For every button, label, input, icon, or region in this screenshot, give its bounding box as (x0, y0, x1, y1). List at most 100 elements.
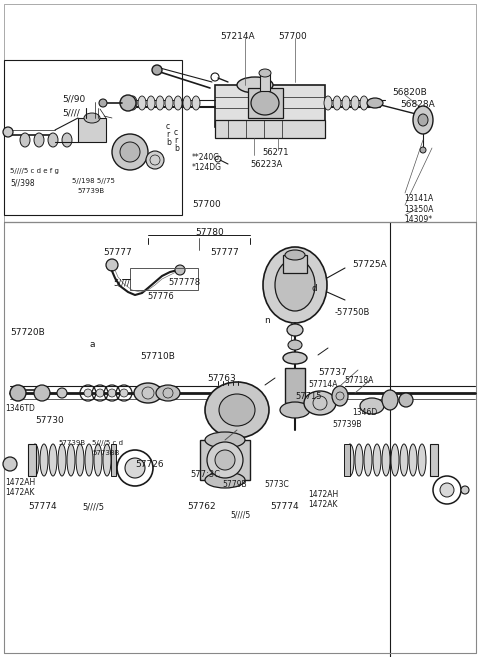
Bar (260, 73, 270, 91)
Text: r: r (166, 130, 169, 139)
Ellipse shape (192, 96, 200, 110)
Ellipse shape (20, 133, 30, 147)
Text: 57700: 57700 (192, 200, 221, 209)
Text: 57762: 57762 (187, 502, 216, 511)
Ellipse shape (219, 394, 255, 426)
Bar (130, 268, 198, 290)
Bar (111, 444, 116, 476)
Ellipse shape (351, 96, 359, 110)
Text: 57718A: 57718A (344, 376, 373, 385)
Ellipse shape (120, 389, 128, 397)
Ellipse shape (84, 389, 92, 397)
Text: 57739B: 57739B (58, 440, 85, 446)
Bar (215, 120, 325, 138)
Ellipse shape (324, 96, 332, 110)
Text: 5//198 5//75: 5//198 5//75 (72, 178, 115, 184)
Ellipse shape (259, 69, 271, 77)
Text: 1472AK: 1472AK (308, 500, 337, 509)
Text: d: d (312, 284, 318, 293)
Text: 1472AH: 1472AH (308, 490, 338, 499)
Text: 5////5: 5////5 (230, 510, 250, 519)
Ellipse shape (275, 259, 315, 311)
Text: b: b (174, 144, 179, 153)
Text: 1346TD: 1346TD (5, 404, 35, 413)
Text: 1346D: 1346D (352, 408, 377, 417)
Ellipse shape (418, 114, 428, 126)
Ellipse shape (346, 444, 354, 476)
Ellipse shape (175, 265, 185, 275)
Text: n: n (264, 316, 270, 325)
Bar (215, 85, 325, 127)
Ellipse shape (156, 96, 164, 110)
Text: 1472AH: 1472AH (5, 478, 35, 487)
Text: 57777: 57777 (210, 248, 239, 257)
Ellipse shape (413, 106, 433, 134)
Ellipse shape (367, 98, 383, 108)
Ellipse shape (125, 458, 145, 478)
Ellipse shape (364, 444, 372, 476)
Ellipse shape (391, 444, 399, 476)
Ellipse shape (62, 133, 72, 147)
Ellipse shape (146, 151, 164, 169)
Ellipse shape (440, 483, 454, 497)
Text: 1472AK: 1472AK (5, 488, 35, 497)
Ellipse shape (461, 486, 469, 494)
Bar (285, 368, 305, 403)
Ellipse shape (355, 444, 363, 476)
Bar (200, 440, 250, 480)
Bar (4, 60, 182, 215)
Ellipse shape (103, 444, 111, 476)
Text: 57730: 57730 (35, 416, 64, 425)
Text: -57750B: -57750B (335, 308, 371, 317)
Text: **240G: **240G (192, 153, 220, 162)
Text: 57710B: 57710B (140, 352, 175, 361)
Ellipse shape (57, 388, 67, 398)
Ellipse shape (99, 99, 107, 107)
Ellipse shape (96, 389, 104, 397)
Text: 56271: 56271 (262, 148, 288, 157)
Text: 13150A: 13150A (404, 205, 433, 214)
Ellipse shape (106, 259, 118, 271)
Text: 57777: 57777 (103, 248, 132, 257)
Ellipse shape (183, 96, 191, 110)
Ellipse shape (382, 390, 398, 410)
Text: 57774: 57774 (270, 502, 299, 511)
Ellipse shape (134, 383, 162, 403)
Text: 5773BB: 5773BB (92, 450, 120, 456)
Ellipse shape (3, 457, 17, 471)
Text: 5779B: 5779B (222, 480, 247, 489)
Ellipse shape (205, 472, 245, 488)
Ellipse shape (304, 391, 336, 415)
Bar (28, 444, 36, 476)
Text: 57763: 57763 (207, 374, 236, 383)
Text: 577778: 577778 (168, 278, 200, 287)
Ellipse shape (263, 247, 327, 323)
Bar (344, 444, 350, 476)
Ellipse shape (108, 389, 116, 397)
Ellipse shape (58, 444, 66, 476)
Ellipse shape (3, 127, 13, 137)
Text: 56223A: 56223A (250, 160, 282, 169)
Text: 5////5: 5////5 (82, 502, 104, 511)
Ellipse shape (207, 442, 243, 478)
Ellipse shape (49, 444, 57, 476)
Text: c: c (166, 122, 170, 131)
Ellipse shape (237, 77, 273, 93)
Bar (430, 444, 438, 476)
Text: 57700: 57700 (278, 32, 307, 41)
Ellipse shape (48, 133, 58, 147)
Text: 56820B: 56820B (392, 88, 427, 97)
Bar (283, 255, 307, 273)
Text: b: b (166, 138, 171, 147)
Text: 5////5 c d: 5////5 c d (92, 440, 123, 446)
Ellipse shape (205, 432, 245, 448)
Ellipse shape (120, 95, 136, 111)
Ellipse shape (373, 444, 381, 476)
Ellipse shape (332, 386, 348, 406)
Text: 5//398: 5//398 (10, 178, 35, 187)
Ellipse shape (94, 444, 102, 476)
Text: a: a (90, 340, 96, 349)
Text: 5773C: 5773C (264, 480, 289, 489)
Ellipse shape (333, 96, 341, 110)
Ellipse shape (112, 134, 148, 170)
